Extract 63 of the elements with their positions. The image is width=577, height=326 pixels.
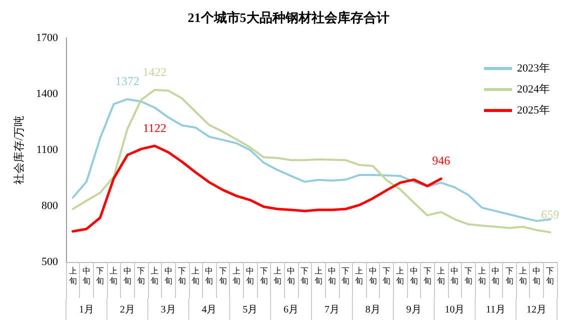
text: 5月 <box>242 304 258 316</box>
x-tick-label: 上旬 <box>314 266 322 286</box>
x-tick-label: 中旬 <box>328 266 336 286</box>
legend-label: 2023年 <box>517 62 550 74</box>
text: 1月 <box>78 304 94 316</box>
y-axis-title: 社会库存/万吨 <box>12 115 26 185</box>
x-tick-label: 下旬 <box>96 266 104 286</box>
data-label: 1372 <box>115 74 140 88</box>
x-tick-label: 下旬 <box>178 266 186 286</box>
data-label: 1122 <box>142 120 166 135</box>
x-tick-label: 上旬 <box>437 266 446 286</box>
x-tick-label: 上旬 <box>355 266 364 286</box>
x-tick-label: 下旬 <box>300 266 309 286</box>
x-tick-label: 中旬 <box>532 266 541 286</box>
x-tick-label: 中旬 <box>368 266 377 286</box>
x-tick-label: 上旬 <box>396 266 404 286</box>
legend-label: 2025年 <box>517 104 550 116</box>
text: 9月 <box>406 304 422 316</box>
text: 10月 <box>444 304 465 316</box>
x-tick-label: 下旬 <box>342 266 350 286</box>
x-tick-label: 中旬 <box>287 266 296 286</box>
x-tick-label: 上旬 <box>150 266 159 286</box>
chart-title: 21个城市5大品种钢材社会库存合计 <box>188 10 390 25</box>
x-tick-label: 中旬 <box>123 266 132 286</box>
text: 3月 <box>160 304 176 316</box>
x-tick-label: 上旬 <box>192 266 200 286</box>
text: 2月 <box>120 304 135 316</box>
text: 12月 <box>526 304 547 316</box>
y-tick-label: 1100 <box>36 144 58 156</box>
x-tick-label: 下旬 <box>218 266 227 286</box>
x-tick-label: 中旬 <box>82 266 90 286</box>
x-tick-label: 下旬 <box>260 266 268 286</box>
x-tick-label: 中旬 <box>492 266 500 286</box>
x-tick-label: 下旬 <box>423 266 432 286</box>
text: 7月 <box>324 304 340 316</box>
x-tick-label: 上旬 <box>232 266 240 286</box>
x-tick-label: 中旬 <box>410 266 418 286</box>
text: 8月 <box>365 304 380 316</box>
x-tick-label: 上旬 <box>518 266 527 286</box>
y-tick-label: 1700 <box>36 32 58 44</box>
y-tick-label: 800 <box>42 200 58 212</box>
x-tick-label: 中旬 <box>164 266 172 286</box>
x-tick-label: 上旬 <box>273 266 282 286</box>
text: 11月 <box>486 304 506 316</box>
x-tick-label: 中旬 <box>450 266 459 286</box>
data-label: 946 <box>432 154 450 168</box>
x-tick-label: 中旬 <box>205 266 214 286</box>
x-tick-label: 上旬 <box>110 266 118 286</box>
legend-label: 2024年 <box>517 84 550 96</box>
y-tick-label: 500 <box>42 256 58 268</box>
x-tick-label: 上旬 <box>478 266 486 286</box>
x-tick-label: 中旬 <box>246 266 254 286</box>
data-label: 659 <box>541 207 560 222</box>
x-tick-label: 下旬 <box>546 266 554 286</box>
x-tick-label: 上旬 <box>68 266 77 286</box>
x-tick-label: 下旬 <box>382 266 391 286</box>
y-tick-label: 1400 <box>36 88 58 100</box>
x-tick-label: 下旬 <box>505 266 514 286</box>
x-tick-label: 下旬 <box>464 266 472 286</box>
x-tick-label: 下旬 <box>137 266 146 286</box>
text: 6月 <box>284 304 299 316</box>
data-label: 1422 <box>142 64 167 79</box>
text: 4月 <box>202 304 217 316</box>
